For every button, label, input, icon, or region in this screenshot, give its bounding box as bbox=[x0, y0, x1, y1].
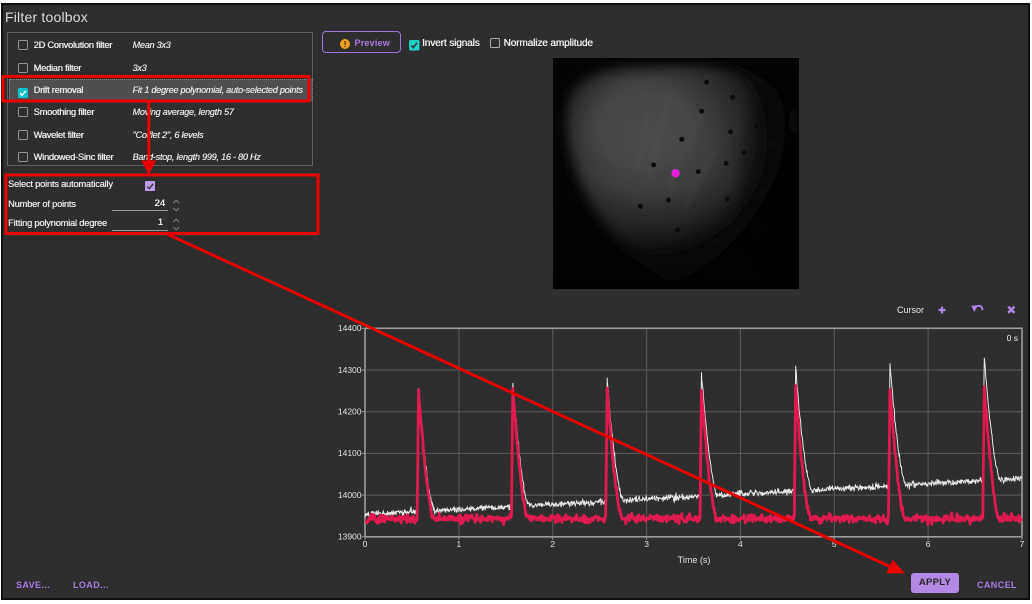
svg-text:1: 1 bbox=[457, 539, 462, 549]
svg-text:14200: 14200 bbox=[338, 407, 362, 417]
svg-text:4: 4 bbox=[738, 539, 743, 549]
svg-text:6: 6 bbox=[926, 539, 931, 549]
svg-text:3: 3 bbox=[644, 539, 649, 549]
svg-text:5: 5 bbox=[832, 539, 837, 549]
svg-text:Time (s): Time (s) bbox=[678, 555, 711, 565]
svg-text:14100: 14100 bbox=[338, 448, 362, 458]
svg-text:14000: 14000 bbox=[338, 490, 362, 500]
svg-text:2: 2 bbox=[550, 539, 555, 549]
svg-text:14300: 14300 bbox=[338, 365, 362, 375]
svg-text:14400: 14400 bbox=[338, 323, 362, 333]
svg-text:0: 0 bbox=[363, 539, 368, 549]
svg-text:7: 7 bbox=[1020, 539, 1025, 549]
svg-text:13900: 13900 bbox=[338, 532, 362, 542]
svg-text:0 s: 0 s bbox=[1007, 333, 1018, 343]
